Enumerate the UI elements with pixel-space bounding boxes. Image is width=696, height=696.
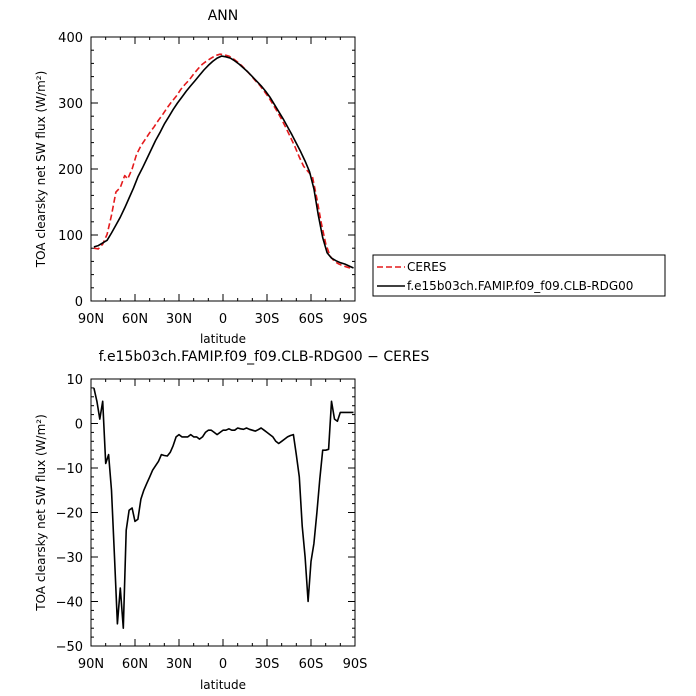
y-tick-label: −30 (56, 551, 83, 566)
x-tick-label: 0 (219, 657, 227, 672)
series-line-2 (93, 55, 354, 269)
x-tick-label: 30S (255, 657, 280, 672)
legend-box (372, 254, 666, 297)
x-tick-label: 60N (122, 657, 148, 672)
y-tick-label: 300 (58, 97, 83, 112)
x-tick-label: 90S (343, 312, 368, 327)
y-tick-label: −20 (56, 507, 83, 522)
chart-title: ANN (208, 8, 239, 24)
y-tick-label: 0 (75, 295, 83, 310)
y-axis-label: TOA clearsky net SW flux (W/m²) (34, 414, 48, 612)
y-tick-label: 10 (66, 373, 83, 388)
x-tick-label: 90N (78, 657, 104, 672)
chart-title: f.e15b03ch.FAMIP.f09_f09.CLB-RDG00 − CER… (99, 349, 430, 365)
y-tick-label: 200 (58, 163, 83, 178)
top-chart: ANN 90N 60N 30N 0 30S 60S 90S 0 100 200 300 400 latit… (34, 8, 367, 346)
x-tick-label: 30N (166, 312, 192, 327)
x-tick-label: 60N (122, 312, 148, 327)
x-tick-label: 0 (219, 312, 227, 327)
x-tick-label: 60S (299, 312, 324, 327)
x-axis-label: latitude (200, 678, 246, 692)
x-tick-label: 30S (255, 312, 280, 327)
y-tick-label: −50 (56, 640, 83, 655)
x-axis-label: latitude (200, 332, 246, 346)
plot-frame (90, 378, 356, 647)
legend-label-2: f.e15b03ch.FAMIP.f09_f09.CLB-RDG00 (407, 279, 633, 293)
x-tick-label: 30N (166, 657, 192, 672)
legend: CERES f.e15b03ch.FAMIP.f09_f09.CLB-RDG00 (372, 254, 666, 297)
y-tick-label: 100 (58, 229, 83, 244)
x-tick-label: 90N (78, 312, 104, 327)
y-axis-label: TOA clearsky net SW flux (W/m²) (34, 71, 48, 269)
plot-frame (90, 36, 356, 302)
series-line-1 (93, 387, 354, 630)
series-line-1 (93, 53, 353, 270)
legend-label-1: CERES (407, 260, 447, 274)
bottom-chart: f.e15b03ch.FAMIP.f09_f09.CLB-RDG00 − CER… (34, 349, 430, 692)
x-tick-label: 90S (343, 657, 368, 672)
y-tick-label: −10 (56, 462, 83, 477)
x-tick-label: 60S (299, 657, 324, 672)
y-tick-label: 0 (75, 418, 83, 433)
y-tick-label: 400 (58, 31, 83, 46)
y-tick-label: −40 (56, 596, 83, 611)
